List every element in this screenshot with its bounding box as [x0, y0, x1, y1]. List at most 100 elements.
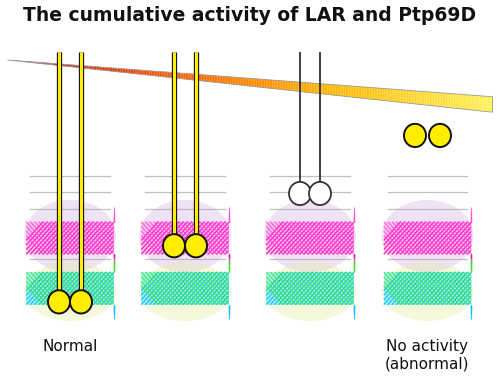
Polygon shape	[135, 70, 137, 74]
Polygon shape	[140, 70, 141, 74]
Polygon shape	[300, 82, 302, 92]
Polygon shape	[120, 68, 122, 72]
Polygon shape	[124, 69, 126, 73]
Polygon shape	[252, 79, 253, 86]
Polygon shape	[247, 78, 248, 86]
Polygon shape	[250, 78, 252, 86]
Polygon shape	[153, 71, 154, 76]
Polygon shape	[263, 79, 264, 88]
Polygon shape	[158, 71, 160, 76]
Polygon shape	[365, 87, 366, 99]
Polygon shape	[287, 81, 289, 90]
Polygon shape	[230, 77, 232, 84]
Polygon shape	[394, 89, 396, 102]
Polygon shape	[174, 73, 176, 78]
Polygon shape	[366, 87, 368, 99]
Polygon shape	[447, 93, 449, 108]
Polygon shape	[203, 75, 204, 81]
Polygon shape	[64, 64, 66, 66]
Polygon shape	[200, 75, 202, 81]
Polygon shape	[465, 95, 466, 110]
Polygon shape	[127, 69, 129, 73]
Polygon shape	[76, 65, 77, 67]
Polygon shape	[162, 72, 164, 77]
Polygon shape	[329, 84, 331, 95]
Polygon shape	[222, 76, 224, 83]
Polygon shape	[114, 68, 116, 72]
Polygon shape	[62, 64, 64, 66]
Polygon shape	[228, 77, 229, 84]
Polygon shape	[50, 63, 51, 65]
Polygon shape	[195, 74, 196, 80]
Polygon shape	[314, 83, 316, 93]
Polygon shape	[248, 78, 250, 86]
Polygon shape	[368, 87, 370, 99]
Polygon shape	[318, 84, 320, 94]
Polygon shape	[371, 87, 373, 99]
Ellipse shape	[139, 200, 231, 272]
Polygon shape	[323, 84, 324, 94]
Polygon shape	[85, 66, 86, 68]
Bar	[266, 221, 354, 255]
Polygon shape	[313, 83, 314, 93]
Polygon shape	[460, 94, 462, 109]
Polygon shape	[284, 81, 286, 90]
Polygon shape	[204, 75, 206, 81]
Polygon shape	[486, 96, 488, 112]
Polygon shape	[237, 77, 238, 85]
Polygon shape	[388, 89, 389, 101]
Polygon shape	[430, 92, 431, 106]
Polygon shape	[187, 74, 188, 79]
Polygon shape	[272, 80, 274, 89]
Polygon shape	[188, 74, 190, 80]
Text: Normal: Normal	[42, 339, 98, 354]
Ellipse shape	[24, 262, 116, 321]
Ellipse shape	[382, 200, 474, 272]
Polygon shape	[24, 61, 26, 62]
Polygon shape	[355, 86, 356, 98]
Polygon shape	[402, 90, 404, 103]
Polygon shape	[491, 97, 492, 112]
Polygon shape	[439, 93, 441, 107]
Ellipse shape	[404, 124, 426, 147]
Polygon shape	[240, 78, 242, 85]
Polygon shape	[190, 74, 192, 80]
Polygon shape	[316, 83, 318, 93]
Polygon shape	[144, 70, 145, 75]
Polygon shape	[416, 91, 418, 104]
Polygon shape	[182, 73, 184, 79]
Polygon shape	[298, 82, 300, 91]
Polygon shape	[296, 82, 297, 91]
Bar	[266, 272, 354, 305]
Polygon shape	[119, 68, 120, 72]
Polygon shape	[192, 74, 194, 80]
Polygon shape	[412, 91, 414, 104]
Polygon shape	[484, 96, 486, 111]
Polygon shape	[289, 81, 290, 91]
Polygon shape	[80, 65, 82, 68]
Polygon shape	[342, 86, 344, 96]
Polygon shape	[483, 96, 484, 111]
Ellipse shape	[70, 290, 92, 313]
Polygon shape	[172, 72, 174, 78]
Polygon shape	[152, 71, 153, 76]
Polygon shape	[186, 74, 187, 79]
Polygon shape	[146, 70, 148, 75]
Polygon shape	[161, 72, 162, 77]
Polygon shape	[48, 63, 50, 65]
Polygon shape	[112, 68, 114, 72]
Polygon shape	[253, 79, 255, 87]
Polygon shape	[376, 88, 378, 100]
Polygon shape	[214, 76, 216, 82]
Polygon shape	[95, 67, 96, 70]
Polygon shape	[278, 80, 279, 89]
Polygon shape	[407, 90, 408, 103]
Polygon shape	[423, 91, 424, 105]
Polygon shape	[164, 72, 166, 77]
Polygon shape	[130, 69, 132, 74]
Ellipse shape	[429, 124, 451, 147]
Bar	[142, 272, 229, 305]
Polygon shape	[360, 87, 362, 98]
Polygon shape	[382, 88, 384, 101]
Polygon shape	[242, 78, 244, 86]
